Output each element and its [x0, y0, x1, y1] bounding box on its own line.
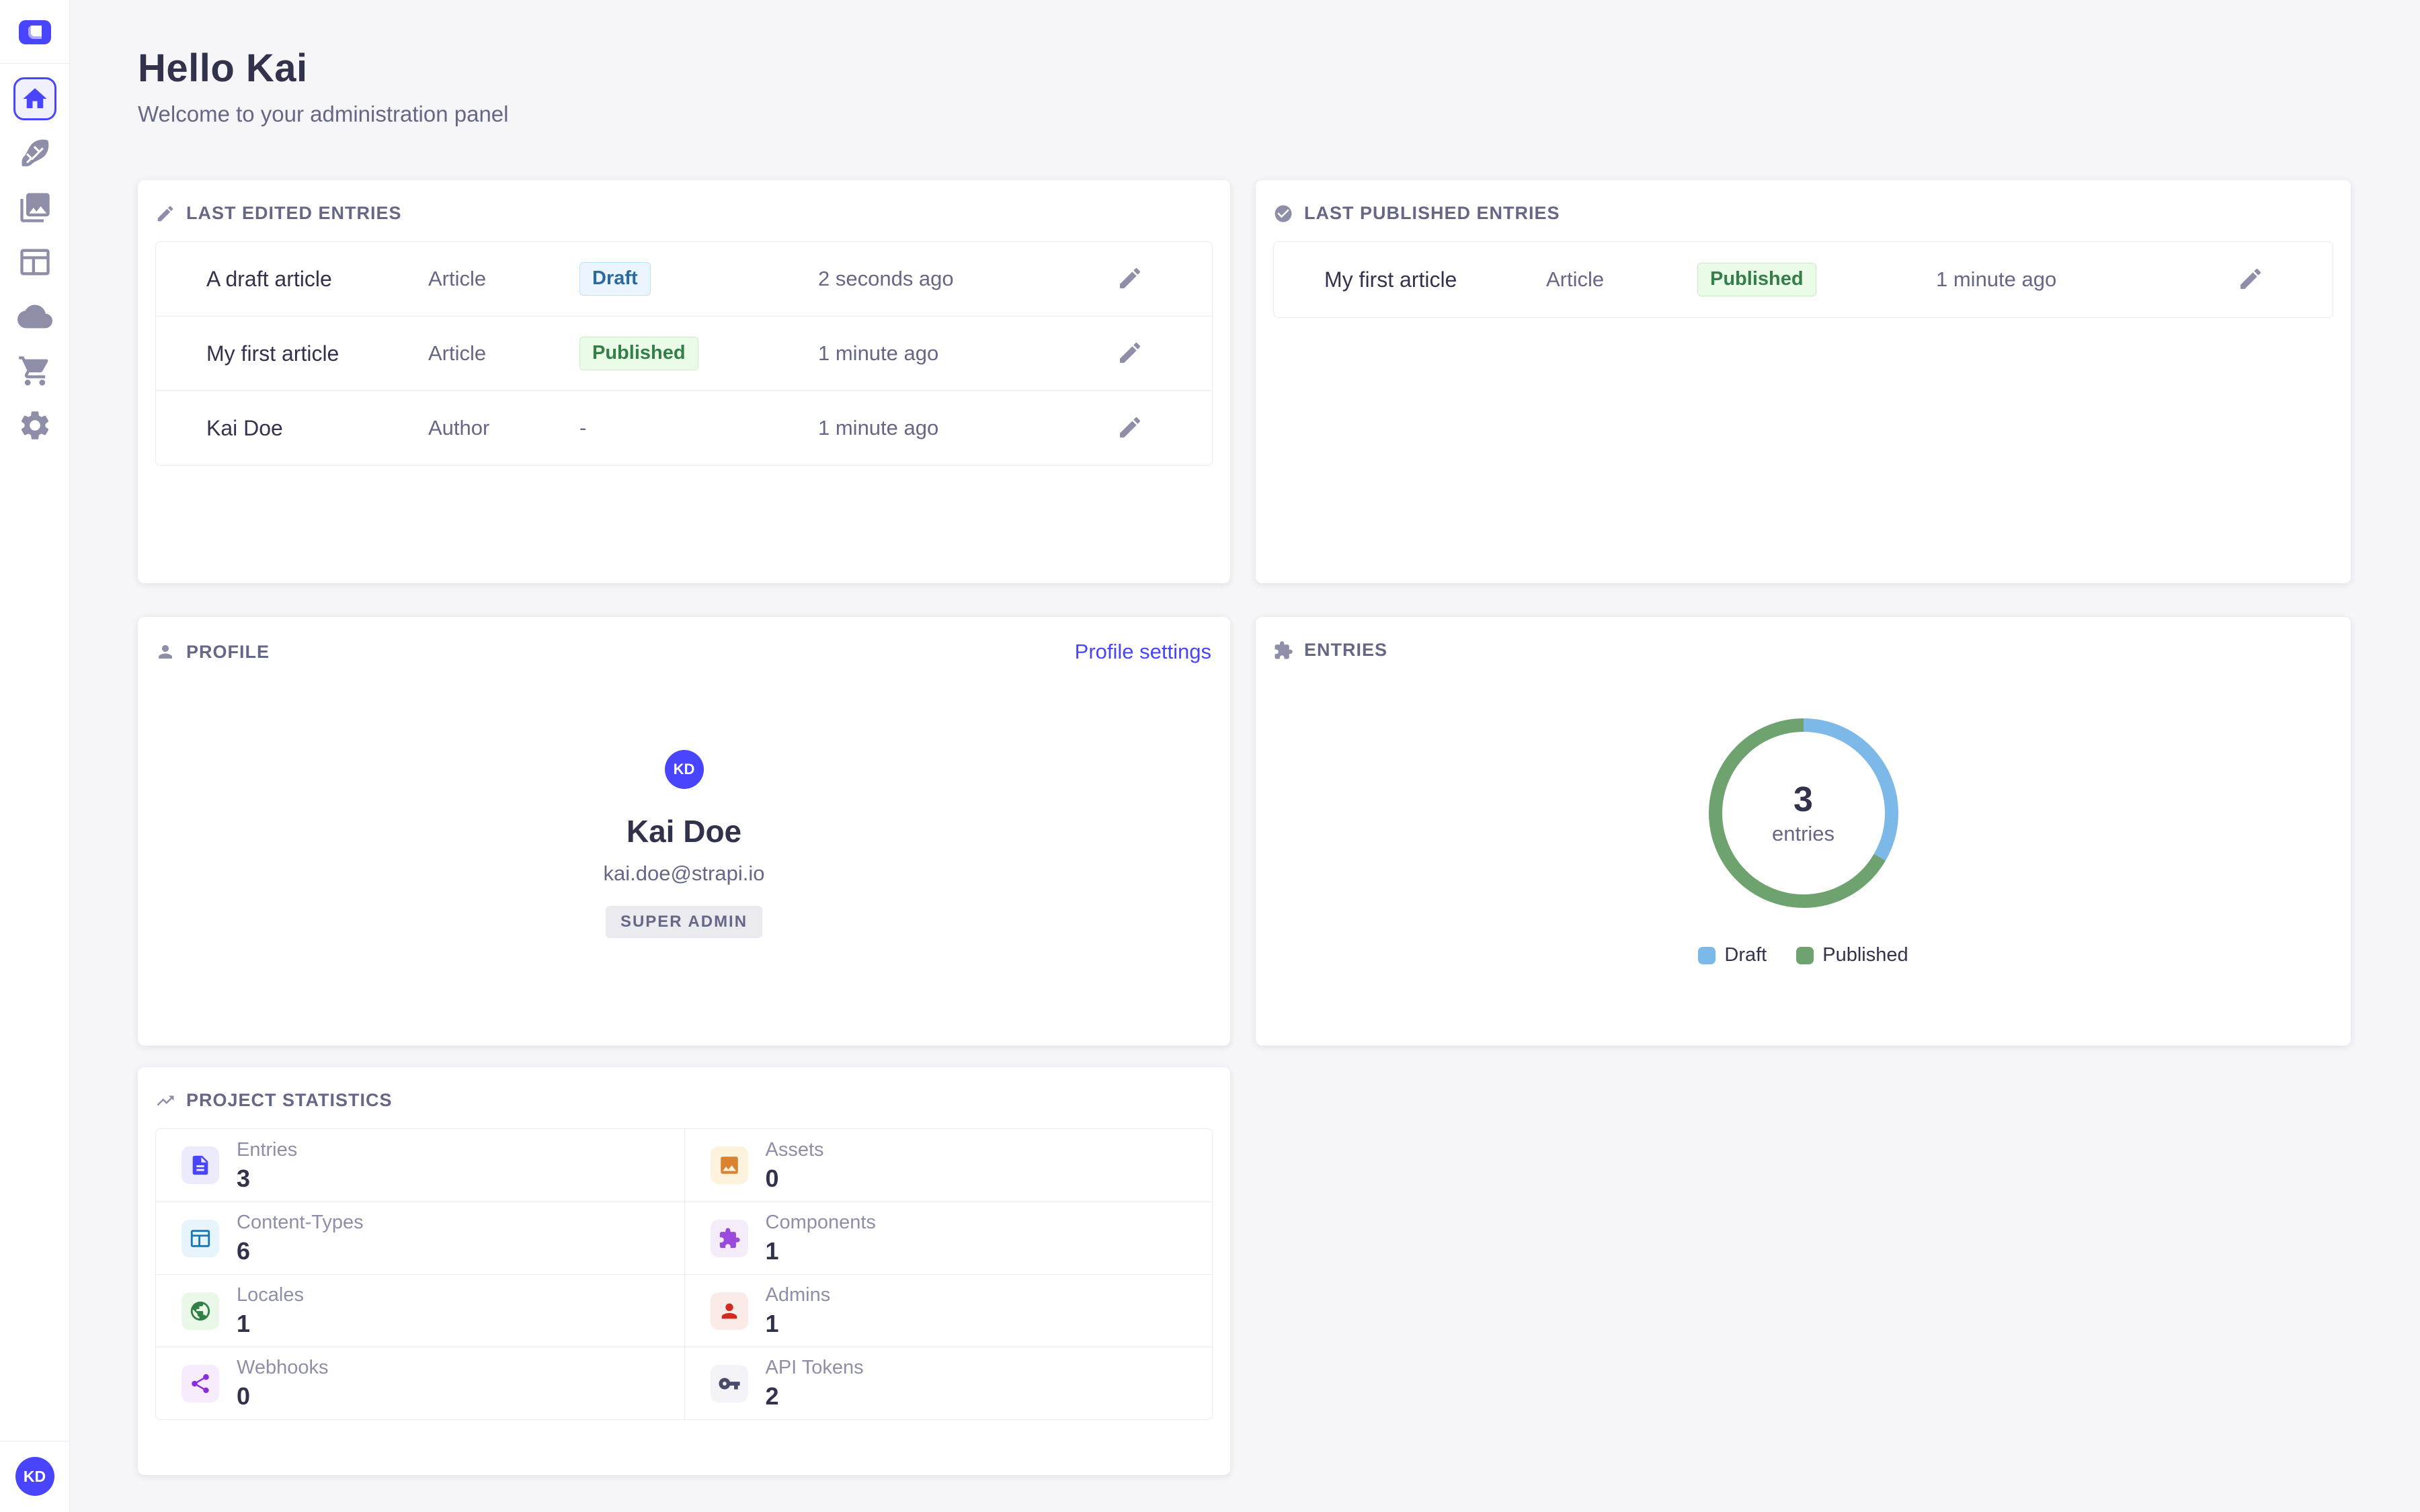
page-subtitle: Welcome to your administration panel — [138, 101, 509, 126]
entry-type: Article — [428, 341, 487, 365]
pencil-icon — [157, 206, 173, 221]
sidebar-item-settings[interactable] — [13, 404, 56, 447]
entry-time: 1 minute ago — [818, 341, 939, 365]
sidebar-item-cloud[interactable] — [13, 295, 56, 338]
strapi-logo-icon — [28, 26, 42, 39]
layout-icon — [19, 249, 50, 276]
stat-content-types: Content-Types 6 — [156, 1202, 684, 1274]
stat-api-tokens: API Tokens 2 — [684, 1347, 1212, 1419]
stat-components: Components 1 — [684, 1202, 1212, 1274]
last-published-entries-card: LAST PUBLISHED ENTRIES My first article … — [1256, 180, 2351, 583]
draft-swatch — [1698, 946, 1716, 964]
person-icon — [710, 1292, 748, 1330]
cloud-icon — [17, 304, 52, 329]
sidebar-item-marketplace[interactable] — [13, 349, 56, 392]
profile-email: kai.doe@strapi.io — [603, 862, 765, 885]
table-row[interactable]: Kai Doe Author - 1 minute ago — [156, 390, 1212, 465]
pencil-icon — [1120, 267, 1141, 288]
project-statistics-card: PROJECT STATISTICS Entries 3 Assets 0 — [138, 1067, 1230, 1475]
globe-icon — [182, 1292, 219, 1330]
cart-icon — [18, 356, 48, 386]
entry-name: A draft article — [206, 266, 332, 291]
status-badge: Draft — [579, 262, 651, 296]
donut-total: 3 — [1793, 780, 1813, 819]
stat-locales: Locales 1 — [156, 1274, 684, 1347]
entry-type: Article — [428, 267, 487, 290]
donut-total-label: entries — [1771, 822, 1835, 845]
sidebar-nav — [13, 77, 56, 447]
published-swatch — [1796, 946, 1814, 964]
page-header: Hello Kai Welcome to your administration… — [138, 46, 509, 127]
last-edited-table: A draft article Article Draft 2 seconds … — [155, 241, 1213, 466]
gear-icon — [21, 411, 48, 439]
edit-entry-button[interactable] — [2236, 265, 2265, 294]
sidebar-item-content-type-builder[interactable] — [13, 241, 56, 284]
entry-name: My first article — [206, 341, 339, 366]
entries-card: ENTRIES 3 entries Draft — [1256, 617, 2351, 1046]
entries-donut-chart: 3 entries — [1706, 716, 1901, 911]
entry-type: Author — [428, 416, 490, 439]
share-nodes-icon — [182, 1364, 219, 1402]
card-title: PROFILE — [186, 641, 270, 662]
sidebar: KD — [0, 0, 70, 1512]
pencil-icon — [1120, 417, 1141, 437]
sidebar-divider — [0, 63, 69, 64]
statistics-grid: Entries 3 Assets 0 Content-Types 6 — [155, 1128, 1213, 1420]
status-badge: Published — [1697, 263, 1816, 296]
image-icon — [710, 1146, 748, 1184]
table-row[interactable]: My first article Article Published 1 min… — [156, 316, 1212, 390]
last-edited-entries-card: LAST EDITED ENTRIES A draft article Arti… — [138, 180, 1230, 583]
page-title: Hello Kai — [138, 46, 308, 90]
check-circle-icon — [1275, 205, 1292, 222]
table-row[interactable]: A draft article Article Draft 2 seconds … — [156, 242, 1212, 316]
trending-up-icon — [157, 1095, 174, 1105]
entry-time: 1 minute ago — [1936, 267, 2057, 291]
card-title: LAST EDITED ENTRIES — [186, 203, 402, 223]
entry-time: 1 minute ago — [818, 416, 939, 439]
puzzle-icon — [1275, 640, 1293, 659]
media-images-icon — [19, 193, 50, 222]
layout-icon — [182, 1219, 219, 1257]
feather-icon — [22, 139, 48, 167]
edit-entry-button[interactable] — [1115, 339, 1145, 368]
document-icon — [182, 1146, 219, 1184]
person-icon — [159, 645, 172, 659]
user-avatar[interactable]: KD — [15, 1457, 54, 1496]
strapi-logo[interactable] — [18, 20, 51, 44]
entry-time: 2 seconds ago — [818, 267, 954, 290]
legend-item-draft: Draft — [1698, 944, 1767, 966]
puzzle-icon — [710, 1219, 748, 1257]
profile-role-badge: SUPER ADMIN — [605, 906, 763, 938]
last-published-table: My first article Article Published 1 min… — [1273, 241, 2333, 318]
stat-webhooks: Webhooks 0 — [156, 1347, 684, 1419]
card-title: PROJECT STATISTICS — [186, 1090, 393, 1110]
profile-card: PROFILE Profile settings KD Kai Doe kai.… — [138, 617, 1230, 1046]
pencil-icon — [2241, 268, 2261, 289]
stat-entries: Entries 3 — [156, 1129, 684, 1202]
edit-entry-button[interactable] — [1115, 264, 1145, 294]
home-icon — [23, 88, 46, 108]
legend-item-published: Published — [1796, 944, 1908, 966]
edit-entry-button[interactable] — [1115, 413, 1145, 443]
entry-name: My first article — [1324, 267, 1457, 292]
sidebar-item-home[interactable] — [13, 77, 56, 120]
entry-name: Kai Doe — [206, 415, 283, 440]
sidebar-item-media-library[interactable] — [13, 186, 56, 229]
profile-avatar: KD — [664, 750, 704, 789]
card-title: ENTRIES — [1304, 640, 1388, 660]
status-badge: Published — [579, 337, 698, 370]
stat-admins: Admins 1 — [684, 1274, 1212, 1347]
profile-name: Kai Doe — [626, 814, 742, 849]
chart-legend: Draft Published — [1698, 944, 1908, 966]
profile-settings-link[interactable]: Profile settings — [1074, 640, 1211, 663]
sidebar-item-content-manager[interactable] — [13, 132, 56, 175]
card-title: LAST PUBLISHED ENTRIES — [1304, 203, 1560, 223]
stat-assets: Assets 0 — [684, 1129, 1213, 1202]
pencil-icon — [1120, 342, 1141, 363]
entry-type: Article — [1546, 267, 1605, 291]
table-row[interactable]: My first article Article Published 1 min… — [1274, 242, 2333, 317]
status-empty: - — [579, 416, 587, 439]
key-icon — [710, 1364, 748, 1402]
